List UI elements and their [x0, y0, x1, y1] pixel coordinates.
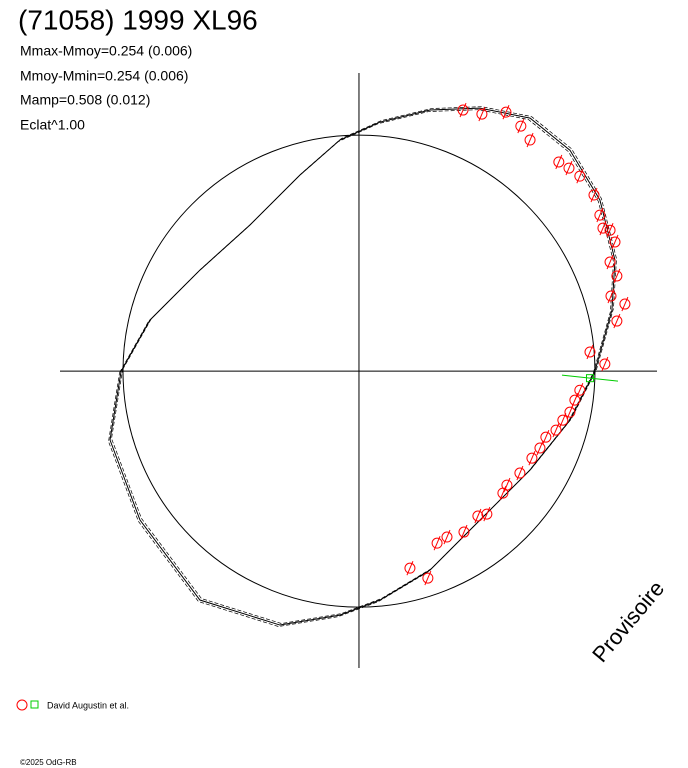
model-curve: [108, 109, 614, 627]
legend-marker: [16, 699, 28, 711]
data-point: [457, 104, 469, 116]
model-curve: [111, 106, 617, 624]
data-point: [497, 487, 509, 499]
data-point: [557, 414, 569, 426]
data-point: [458, 526, 470, 538]
data-point: [404, 562, 416, 574]
data-point: [524, 134, 536, 146]
data-point: [534, 442, 546, 454]
data-point: [597, 222, 609, 234]
data-point: [476, 108, 488, 120]
data-point: [431, 537, 443, 549]
data-point: [553, 156, 565, 168]
data-point: [441, 531, 453, 543]
start-marker: [585, 374, 594, 383]
annotation: Mamp=0.508 (0.012): [20, 92, 150, 108]
data-point: [619, 298, 631, 310]
data-point: [422, 572, 434, 584]
data-point: [472, 510, 484, 522]
data-point: [588, 189, 600, 201]
legend-label: David Augustin et al.: [47, 700, 129, 710]
data-point: [611, 270, 623, 282]
data-point: [514, 467, 526, 479]
data-point: [515, 120, 527, 132]
data-point: [584, 346, 596, 358]
data-point: [481, 508, 493, 520]
data-point: [604, 224, 616, 236]
data-point: [611, 315, 623, 327]
data-point: [604, 256, 616, 268]
chart-title: (71058) 1999 XL96: [18, 4, 258, 35]
data-point: [526, 452, 538, 464]
data-point: [569, 394, 581, 406]
start-line: [561, 374, 619, 382]
data-point: [550, 424, 562, 436]
data-point: [564, 406, 576, 418]
data-point: [500, 106, 512, 118]
annotation: Mmoy-Mmin=0.254 (0.006): [20, 68, 188, 84]
data-point: [594, 209, 606, 221]
annotation: Mmax-Mmoy=0.254 (0.006): [20, 43, 192, 59]
data-point: [574, 170, 586, 182]
annotation: Eclat^1.00: [20, 117, 85, 133]
data-point: [609, 236, 621, 248]
data-point: [540, 431, 552, 443]
copyright: ©2025 OdG-RB: [20, 758, 77, 767]
data-point: [605, 290, 617, 302]
data-point: [563, 162, 575, 174]
legend-marker: [30, 700, 39, 709]
data-point: [599, 358, 611, 370]
data-point: [574, 384, 586, 396]
